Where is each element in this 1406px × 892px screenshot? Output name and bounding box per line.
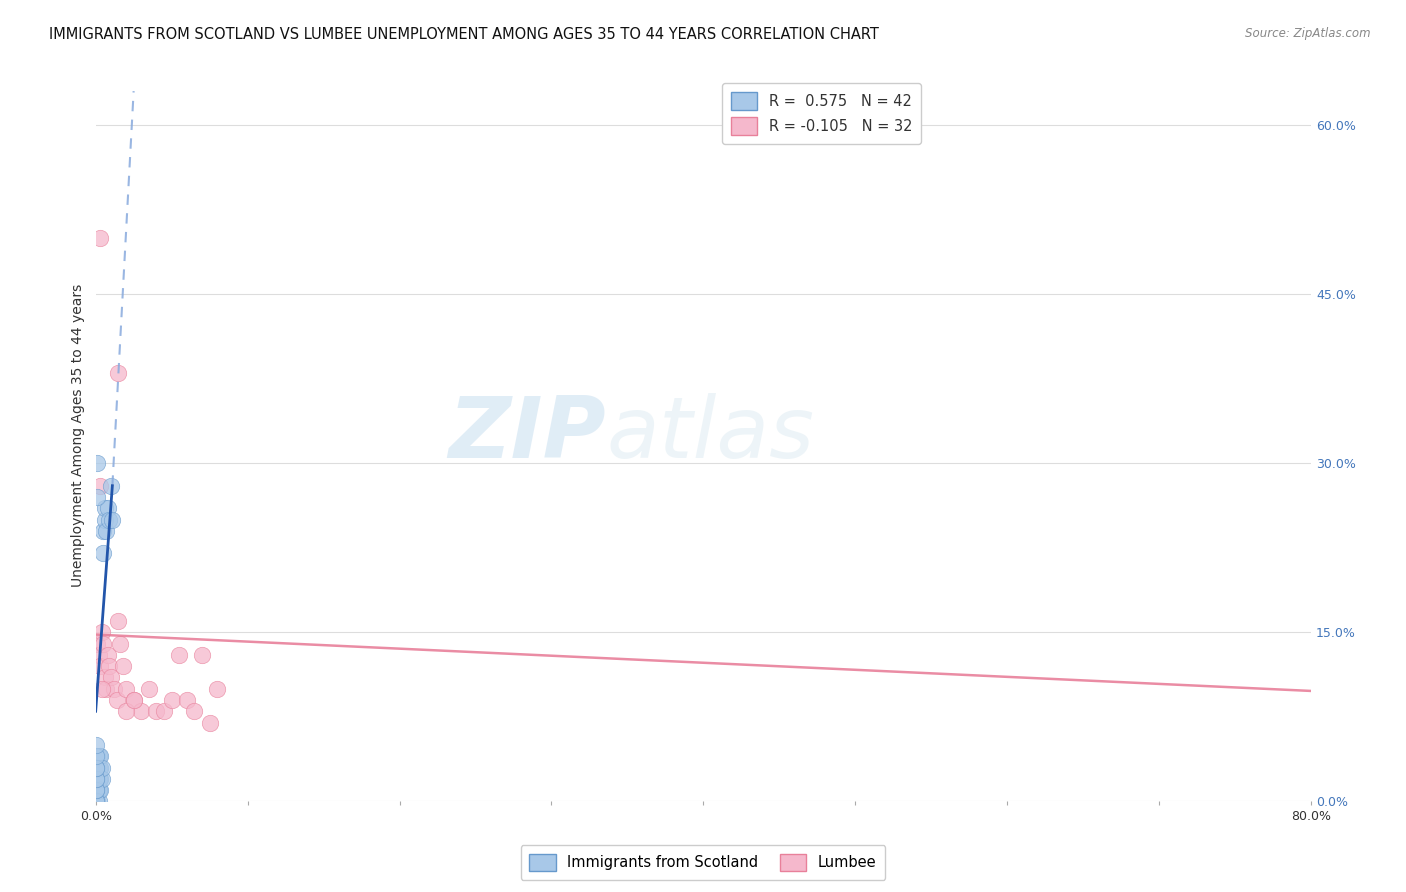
Point	[145, 704, 167, 718]
Point	[107, 614, 129, 628]
Point	[183, 704, 205, 718]
Point	[205, 681, 228, 696]
Point	[87, 761, 110, 775]
Point	[122, 693, 145, 707]
Point	[115, 704, 138, 718]
Point	[86, 749, 108, 764]
Point	[96, 524, 118, 538]
Point	[198, 715, 221, 730]
Point	[87, 749, 110, 764]
Point	[122, 693, 145, 707]
Point	[86, 761, 108, 775]
Point	[86, 761, 108, 775]
Point	[86, 794, 108, 808]
Point	[86, 772, 108, 786]
Point	[90, 772, 112, 786]
Point	[86, 794, 108, 808]
Point	[86, 637, 108, 651]
Point	[87, 794, 110, 808]
Point	[98, 512, 121, 526]
Point	[94, 501, 117, 516]
Point	[160, 693, 183, 707]
Point	[89, 659, 111, 673]
Point	[96, 681, 118, 696]
Point	[94, 512, 117, 526]
Point	[89, 479, 111, 493]
Point	[90, 625, 112, 640]
Y-axis label: Unemployment Among Ages 35 to 44 years: Unemployment Among Ages 35 to 44 years	[72, 284, 86, 587]
Point	[86, 749, 108, 764]
Point	[86, 783, 108, 797]
Point	[87, 772, 110, 786]
Text: atlas: atlas	[606, 393, 814, 476]
Point	[89, 230, 111, 244]
Point	[103, 681, 125, 696]
Point	[153, 704, 176, 718]
Point	[86, 738, 108, 752]
Point	[176, 693, 198, 707]
Point	[105, 693, 128, 707]
Point	[91, 546, 114, 560]
Point	[86, 783, 108, 797]
Point	[89, 749, 111, 764]
Legend: Immigrants from Scotland, Lumbee: Immigrants from Scotland, Lumbee	[520, 845, 886, 880]
Point	[86, 456, 108, 470]
Point	[108, 637, 131, 651]
Point	[90, 761, 112, 775]
Point	[107, 366, 129, 380]
Point	[89, 761, 111, 775]
Point	[115, 681, 138, 696]
Point	[87, 783, 110, 797]
Point	[97, 648, 120, 662]
Point	[101, 512, 124, 526]
Point	[87, 648, 110, 662]
Point	[91, 524, 114, 538]
Text: Source: ZipAtlas.com: Source: ZipAtlas.com	[1246, 27, 1371, 40]
Point	[97, 501, 120, 516]
Point	[86, 794, 108, 808]
Point	[87, 783, 110, 797]
Point	[129, 704, 152, 718]
Text: IMMIGRANTS FROM SCOTLAND VS LUMBEE UNEMPLOYMENT AMONG AGES 35 TO 44 YEARS CORREL: IMMIGRANTS FROM SCOTLAND VS LUMBEE UNEMP…	[49, 27, 879, 42]
Point	[86, 772, 108, 786]
Point	[94, 670, 117, 684]
Point	[89, 772, 111, 786]
Point	[90, 681, 112, 696]
Point	[86, 761, 108, 775]
Point	[111, 659, 134, 673]
Point	[100, 670, 122, 684]
Point	[138, 681, 160, 696]
Point	[91, 637, 114, 651]
Legend: R =  0.575   N = 42, R = -0.105   N = 32: R = 0.575 N = 42, R = -0.105 N = 32	[723, 83, 921, 144]
Text: ZIP: ZIP	[449, 393, 606, 476]
Point	[167, 648, 190, 662]
Point	[100, 479, 122, 493]
Point	[86, 772, 108, 786]
Point	[86, 783, 108, 797]
Point	[89, 783, 111, 797]
Point	[86, 772, 108, 786]
Point	[98, 659, 121, 673]
Point	[86, 783, 108, 797]
Point	[87, 772, 110, 786]
Point	[86, 490, 108, 504]
Point	[86, 761, 108, 775]
Point	[191, 648, 214, 662]
